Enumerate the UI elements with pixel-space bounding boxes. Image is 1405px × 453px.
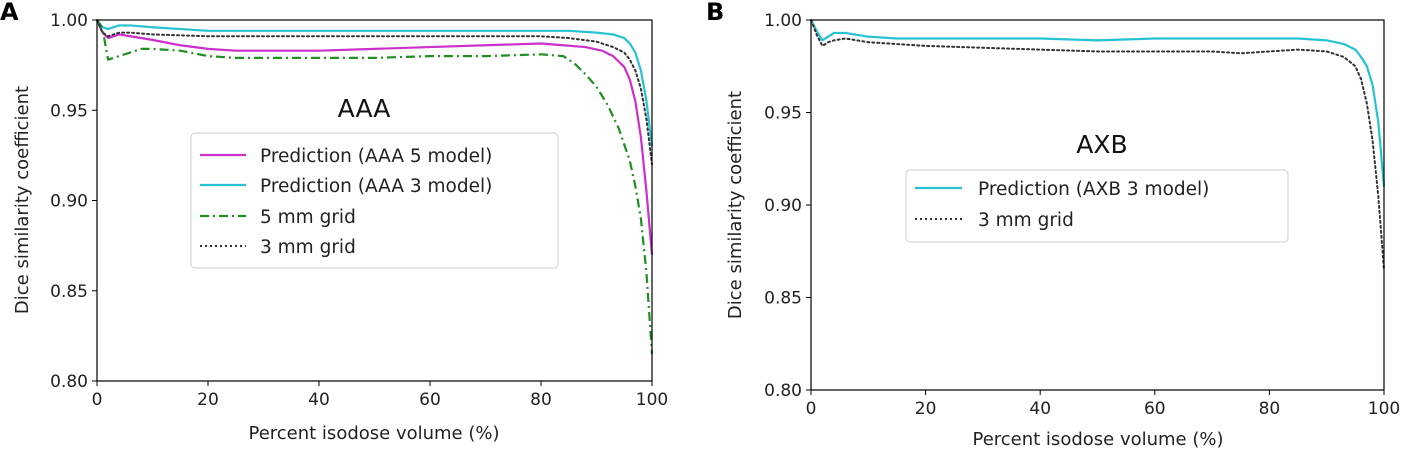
y-tick-label: 0.90: [50, 192, 88, 212]
panel-a-ylabel: Dice similarity coefficient: [12, 86, 33, 314]
panel-b: B 0 20 40 60 80 100 0.80 0.85 0.90 0.95 1.00 AXB P…: [706, 0, 1400, 450]
y-tick-label: 0.90: [764, 196, 802, 216]
series-line-prediction-axb-3-model: [810, 19, 1386, 187]
x-tick-label: 40: [1029, 399, 1051, 419]
x-tick-label: 80: [1259, 399, 1281, 419]
panel-a: A 0 20 40 60 80 100 0.80 0.85 0.90 0.95 1.00 AAA P…: [0, 0, 668, 444]
series-line-3-mm-grid: [96, 19, 653, 166]
x-tick-label: 100: [1368, 399, 1400, 419]
series-line-3-mm-grid: [810, 19, 1385, 271]
legend-label-aaa5: Prediction (AAA 5 model): [260, 146, 492, 167]
y-tick-label: 1.00: [764, 11, 802, 31]
legend-label-3mm: 3 mm grid: [260, 237, 356, 258]
panel-letter-b: B: [706, 0, 724, 26]
panel-b-legend-box: [905, 169, 1289, 243]
panel-b-ticks: 0 20 40 60 80 100 0.80 0.85 0.90 0.95 1.00: [764, 11, 1400, 419]
panel-b-xlabel: Percent isodose volume (%): [972, 429, 1223, 450]
x-tick-label: 60: [419, 390, 441, 410]
x-tick-label: 0: [806, 399, 817, 419]
legend-label-aaa3: Prediction (AAA 3 model): [260, 176, 492, 197]
panel-a-legend: Prediction (AAA 5 model) Prediction (AAA…: [190, 132, 559, 269]
legend-label-5mm: 5 mm grid: [260, 207, 356, 228]
y-tick-label: 0.95: [50, 101, 88, 121]
panel-a-legend-box: [190, 132, 559, 269]
panel-b-title: AXB: [1076, 130, 1127, 159]
panel-letter-a: A: [0, 0, 19, 26]
x-tick-label: 0: [92, 390, 103, 410]
panel-a-series: [95, 19, 654, 355]
panel-a-xlabel: Percent isodose volume (%): [248, 423, 499, 444]
y-tick-label: 0.80: [764, 381, 802, 401]
panel-b-ylabel: Dice similarity coefficient: [725, 91, 746, 319]
x-tick-label: 60: [1144, 399, 1166, 419]
series-line-5-mm-grid: [96, 19, 654, 355]
panel-a-plot-frame: [96, 19, 653, 382]
panel-a-ticks: 0 20 40 60 80 100 0.80 0.85 0.90 0.95 1.00: [50, 11, 668, 410]
y-tick-label: 0.85: [50, 282, 88, 302]
y-tick-label: 0.85: [764, 289, 802, 309]
panel-b-series: [810, 19, 1386, 271]
series-line-prediction-aaa-5-model: [95, 19, 654, 255]
x-tick-label: 100: [636, 390, 668, 410]
x-tick-label: 40: [308, 390, 330, 410]
x-tick-label: 20: [915, 399, 937, 419]
panel-a-title: AAA: [338, 94, 391, 123]
legend-label-axb3: Prediction (AXB 3 model): [978, 179, 1209, 200]
x-tick-label: 20: [197, 390, 219, 410]
y-tick-label: 0.80: [50, 372, 88, 392]
panel-b-legend: Prediction (AXB 3 model) 3 mm grid: [905, 169, 1289, 243]
y-tick-label: 1.00: [50, 11, 88, 31]
panel-b-plot-frame: [810, 19, 1385, 391]
legend-label-3mm-b: 3 mm grid: [978, 210, 1074, 231]
x-tick-label: 80: [530, 390, 552, 410]
series-line-prediction-aaa-3-model: [96, 19, 654, 147]
y-tick-label: 0.95: [764, 104, 802, 124]
